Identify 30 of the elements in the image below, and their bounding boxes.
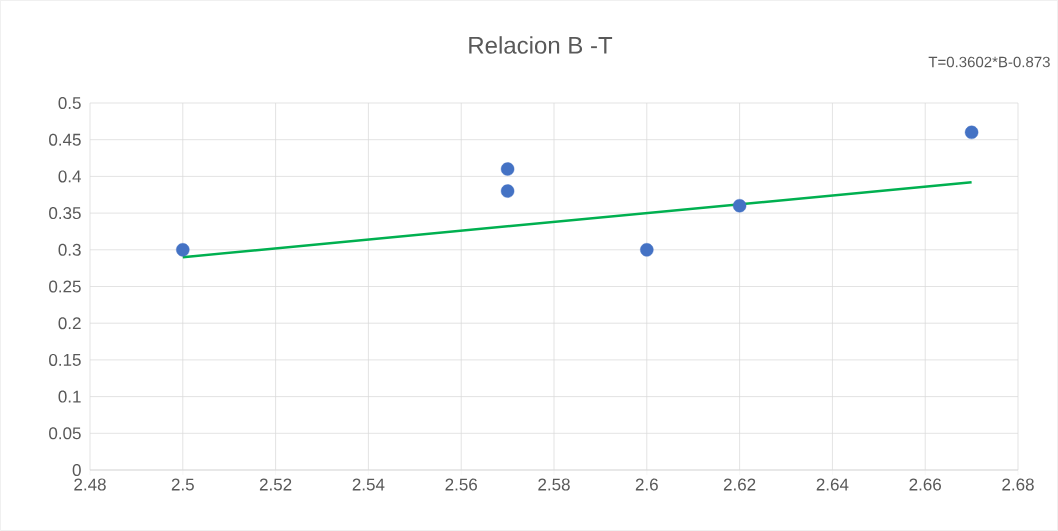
text: T=0.3602*B-0.873	[928, 56, 1050, 68]
x-tick-label: 2.64	[816, 478, 849, 491]
x-tick-label: 2.5	[171, 478, 194, 491]
x-tick-label: 2.68	[1002, 478, 1034, 491]
y-tick-label: 0.25	[49, 280, 81, 293]
y-tick-label: 0.2	[58, 317, 81, 330]
x-tick-label: 2.6	[635, 478, 658, 491]
y-tick-label: 0	[72, 463, 81, 477]
point	[500, 162, 515, 176]
y-tick-label: 0.35	[49, 207, 81, 220]
x-tick-label: 2.62	[723, 478, 756, 491]
x-tick-label: 2.54	[352, 478, 385, 491]
point	[500, 184, 515, 198]
x-tick-label: 2.52	[259, 478, 292, 491]
chart-title: Relacion B -T	[469, 36, 613, 54]
point	[640, 243, 654, 257]
y-tick-label: 0.1	[58, 390, 81, 403]
y-tick-label: 0.3	[58, 243, 81, 256]
y-tick-label: 0.4	[58, 170, 81, 183]
x-tick-label: 2.66	[909, 478, 941, 491]
x-tick-label: 2.58	[538, 478, 570, 491]
y-tick-label: 0.05	[49, 427, 81, 440]
x-tick-label: 2.56	[445, 478, 477, 491]
point	[732, 199, 747, 213]
y-tick-label: 0.5	[58, 96, 81, 110]
y-tick-label: 0.45	[49, 133, 81, 146]
x-tick-label: 2.48	[74, 478, 106, 491]
point	[964, 125, 979, 140]
point	[176, 243, 190, 257]
y-tick-label: 0.15	[49, 353, 81, 366]
